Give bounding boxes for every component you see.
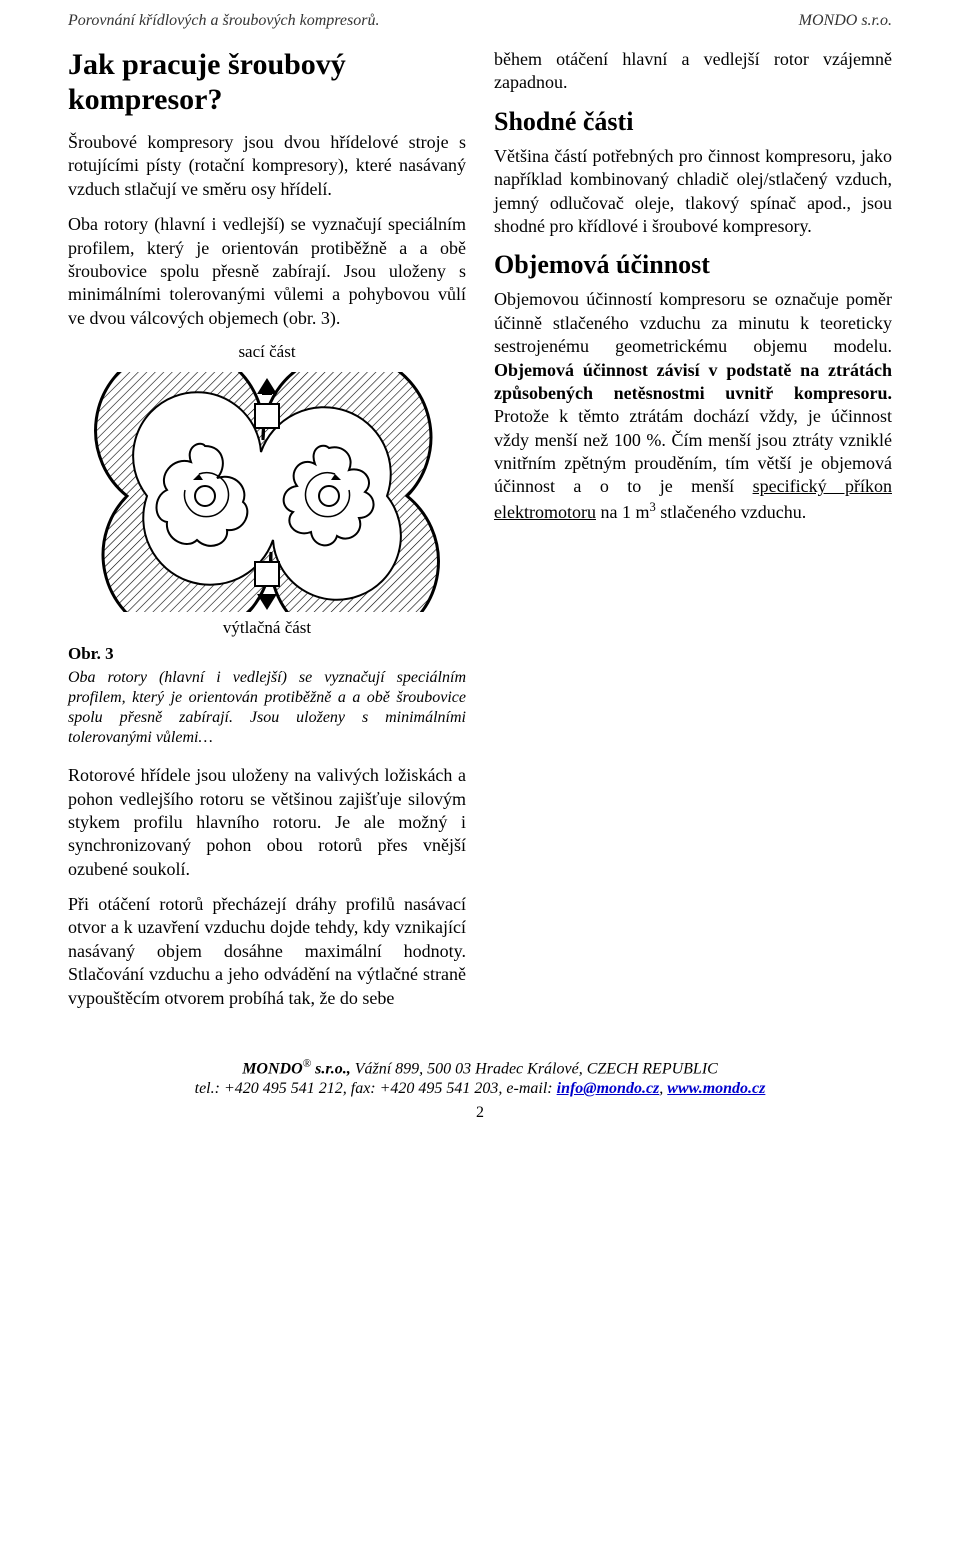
figure-caption-head: Obr. 3 bbox=[68, 644, 466, 664]
left-para-1: Šroubové kompresory jsou dvou hřídelové … bbox=[68, 131, 466, 201]
two-column-layout: Jak pracuje šroubový kompresor? Šroubové… bbox=[68, 48, 892, 1022]
running-header: Porovnání křídlových a šroubových kompre… bbox=[68, 0, 892, 34]
heading-how-screw-works: Jak pracuje šroubový kompresor? bbox=[68, 48, 466, 117]
figure-caption: Oba rotory (hlavní i vedlejší) se vyznač… bbox=[68, 668, 466, 748]
footer-contact-prefix: tel.: +420 495 541 212, fax: +420 495 54… bbox=[195, 1080, 557, 1097]
footer-contact-line: tel.: +420 495 541 212, fax: +420 495 54… bbox=[68, 1080, 892, 1098]
right-para-1: během otáčení hlavní a vedlejší rotor vz… bbox=[494, 48, 892, 95]
running-header-right: MONDO s.r.o. bbox=[799, 12, 892, 30]
figure-top-label: sací část bbox=[68, 342, 466, 362]
running-header-left: Porovnání křídlových a šroubových kompre… bbox=[68, 12, 379, 30]
footer-web-link[interactable]: www.mondo.cz bbox=[667, 1080, 765, 1097]
heading-objemova-ucinnost: Objemová účinnost bbox=[494, 250, 892, 280]
footer-brand: MONDO bbox=[242, 1060, 302, 1077]
right-para-3: Objemovou účinností kompresoru se označu… bbox=[494, 288, 892, 524]
left-para-2: Oba rotory (hlavní i vedlejší) se vyznač… bbox=[68, 213, 466, 330]
right-para-2: Většina částí potřebných pro činnost kom… bbox=[494, 145, 892, 239]
figure-bottom-label: výtlačná část bbox=[68, 618, 466, 638]
right-column: během otáčení hlavní a vedlejší rotor vz… bbox=[494, 48, 892, 1022]
registered-icon: ® bbox=[303, 1058, 312, 1070]
footer-brand-suffix: s.r.o., bbox=[311, 1060, 351, 1077]
figure-screw-cross-section bbox=[87, 372, 447, 612]
page-footer: MONDO® s.r.o., Vážní 899, 500 03 Hradec … bbox=[68, 1058, 892, 1098]
left-para-4: Při otáčení rotorů přecházejí dráhy prof… bbox=[68, 893, 466, 1010]
left-column: Jak pracuje šroubový kompresor? Šroubové… bbox=[68, 48, 466, 1022]
right-p3-pre: Objemovou účinností kompresoru se označu… bbox=[494, 289, 892, 356]
footer-address: Vážní 899, 500 03 Hradec Králové, CZECH … bbox=[351, 1060, 718, 1077]
left-para-3: Rotorové hřídele jsou uloženy na valivýc… bbox=[68, 764, 466, 881]
footer-address-line: MONDO® s.r.o., Vážní 899, 500 03 Hradec … bbox=[68, 1058, 892, 1078]
footer-email-link[interactable]: info@mondo.cz bbox=[557, 1080, 660, 1097]
right-p3-end: stlačeného vzduchu. bbox=[656, 502, 806, 522]
right-p3-post: na 1 m bbox=[596, 502, 650, 522]
right-p3-bold: Objemová účinnost závisí v podstatě na z… bbox=[494, 360, 892, 403]
heading-shodne-casti: Shodné části bbox=[494, 107, 892, 137]
page-number: 2 bbox=[68, 1104, 892, 1122]
